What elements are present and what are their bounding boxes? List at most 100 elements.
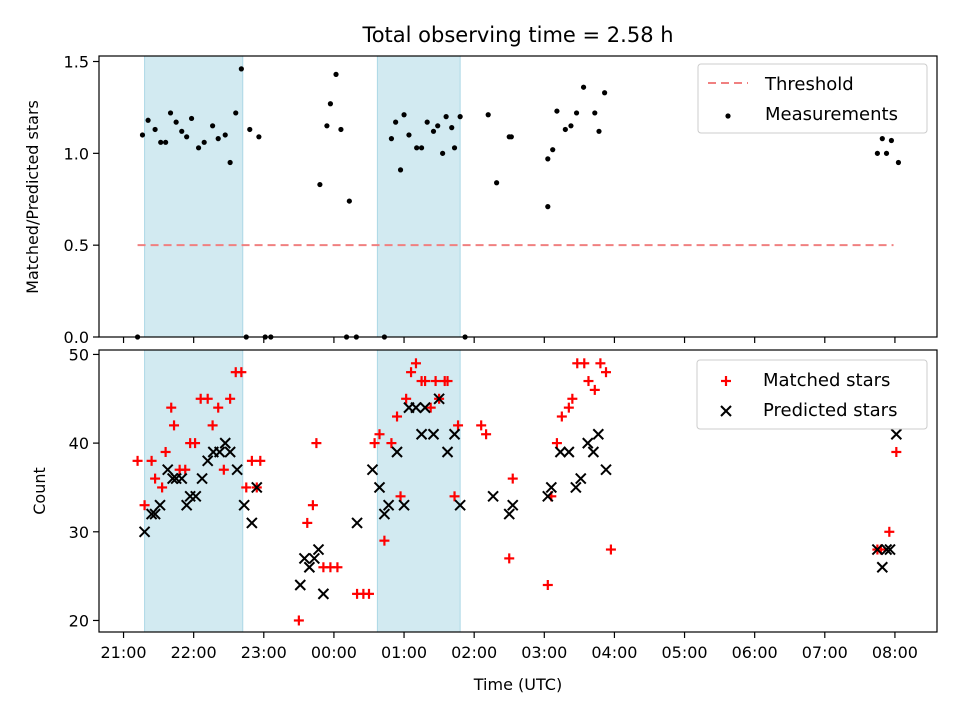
x-tick-label: 03:00 — [521, 643, 567, 662]
measurement-point — [173, 119, 179, 125]
predicted-star-point — [312, 543, 325, 556]
matched-star-point — [150, 473, 161, 484]
measurement-point — [545, 156, 551, 162]
observing-span-1 — [144, 349, 244, 633]
measurement-point — [494, 180, 500, 186]
bottom-y-axis: 20 30 40 50 — [69, 345, 99, 630]
observing-span-2 — [376, 55, 461, 338]
predicted-star-point — [149, 508, 161, 520]
predicted-star-point — [373, 481, 386, 494]
predicted-star-point — [251, 481, 263, 494]
predicted-star-point — [308, 552, 320, 565]
predicted-star-point — [382, 499, 395, 511]
measurement-point — [580, 84, 587, 90]
top-y-tick-label: 0.5 — [64, 236, 89, 255]
measurement-point — [195, 145, 202, 151]
matched-star-point — [166, 402, 177, 413]
measurement-point — [418, 145, 425, 151]
measurement-point — [388, 136, 395, 142]
predicted-star-point — [154, 499, 166, 511]
top-x-ticks — [122, 337, 896, 343]
matched-star-point — [225, 393, 236, 404]
measurement-point — [443, 114, 449, 120]
predicted-star-point — [587, 446, 600, 458]
top-legend: Threshold Measurements — [697, 63, 928, 134]
predicted-star-point — [503, 508, 515, 520]
predicted-star-point — [138, 526, 151, 538]
bottom-observing-spans — [144, 349, 461, 633]
measurement-point — [883, 150, 890, 156]
predicted-star-point — [433, 393, 445, 405]
measurement-point — [401, 112, 407, 118]
x-axis: 21:00 22:00 23:00 00:00 01:00 02:00 03:00 04:00… — [100, 632, 918, 662]
matched-star-point — [449, 491, 460, 502]
matched-star-point — [255, 455, 266, 466]
predicted-star-point — [366, 464, 379, 476]
matched-star-point — [246, 455, 257, 466]
measurement-point — [158, 139, 164, 145]
measurement-point — [424, 119, 430, 125]
predicted-star-points — [138, 393, 903, 600]
predicted-star-point — [871, 543, 884, 556]
matched-star-point — [302, 517, 313, 528]
measurement-point — [430, 128, 437, 134]
matched-star-point — [218, 464, 229, 475]
matched-star-point — [363, 588, 374, 599]
predicted-star-point — [554, 446, 567, 458]
measurement-point — [596, 128, 602, 134]
matched-star-point — [207, 420, 218, 431]
bottom-y-tick-label: 20 — [69, 611, 89, 630]
predicted-star-point — [542, 490, 554, 503]
measurement-point — [393, 119, 399, 125]
measurement-point — [568, 123, 574, 129]
measurement-point — [210, 123, 216, 129]
x-tick-label: 01:00 — [381, 643, 427, 662]
predicted-star-point — [600, 464, 612, 476]
legend-matched-marker — [721, 376, 731, 386]
matched-star-point — [157, 482, 168, 493]
predicted-star-point — [303, 561, 316, 573]
x-tick-label: 00:00 — [311, 643, 357, 662]
top-panel: 0.0 0.5 1.0 1.5 Matched/Predicted stars Thr… — [23, 53, 938, 347]
top-y-axis-label: Matched/Predicted stars — [23, 100, 42, 294]
predicted-star-point — [487, 490, 499, 503]
bottom-panel: 20 30 40 50 21:00 22:00 23:00 00:00 01:00 02:00 0… — [30, 345, 938, 694]
measurement-point — [550, 147, 556, 153]
predicted-star-point — [884, 543, 896, 556]
legend-predicted-marker — [720, 405, 732, 417]
matched-star-point — [374, 429, 385, 440]
predicted-star-point — [213, 446, 226, 458]
predicted-star-point — [592, 428, 605, 440]
matched-star-point — [410, 358, 421, 369]
matched-star-point — [132, 455, 143, 466]
measurement-point — [188, 115, 195, 122]
predicted-star-point — [410, 401, 422, 414]
bottom-plot-frame — [98, 349, 938, 633]
matched-star-point — [884, 526, 895, 537]
predicted-star-point — [231, 464, 243, 476]
bottom-y-tick-label: 40 — [69, 434, 89, 453]
predicted-star-point — [294, 579, 306, 591]
bottom-y-tick-label: 50 — [69, 345, 89, 364]
matched-star-point — [430, 376, 441, 387]
measurement-point — [435, 123, 441, 129]
measurement-point — [879, 136, 885, 142]
matched-star-point — [332, 562, 343, 573]
predicted-star-point — [145, 508, 158, 520]
measurement-point — [545, 204, 551, 210]
predicted-star-point — [545, 481, 558, 494]
x-tick-label: 23:00 — [241, 643, 287, 662]
measurement-point — [602, 90, 608, 96]
matched-star-point — [406, 367, 417, 378]
measurement-point — [895, 159, 902, 166]
measurement-point — [508, 134, 514, 140]
observing-span-1 — [144, 55, 244, 338]
matched-star-point — [567, 393, 578, 404]
predicted-star-point — [454, 499, 466, 511]
matched-star-point — [180, 464, 191, 475]
bottom-y-axis-label: Count — [30, 467, 49, 515]
matched-star-point — [425, 402, 436, 413]
predicted-star-point — [190, 490, 202, 503]
matched-star-point — [236, 367, 247, 378]
matched-star-point — [556, 411, 567, 422]
